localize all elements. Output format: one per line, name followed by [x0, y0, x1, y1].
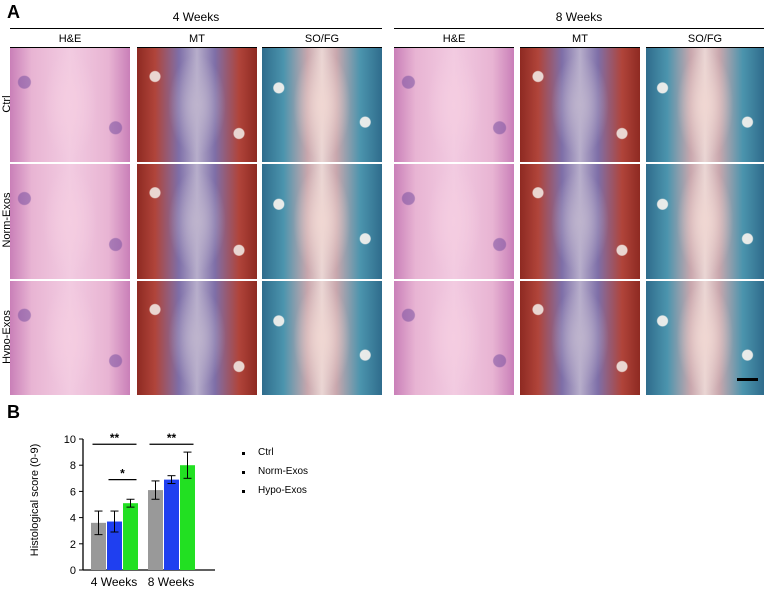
stain-header-line — [646, 47, 764, 48]
histology-image-he-r1-c0 — [10, 164, 130, 279]
bar-2-1 — [180, 465, 195, 570]
histology-image-he-r0-c3 — [394, 48, 514, 162]
stain-header-4w-mt: MT — [189, 33, 205, 45]
stain-header-8w-he: H&E — [442, 33, 466, 45]
stain-header-line — [394, 47, 514, 48]
histology-image-he-r2-c0 — [10, 281, 130, 395]
legend-item-1: Norm-Exos — [258, 466, 309, 477]
panel-b-letter: B — [7, 402, 20, 422]
histology-image-so-r0-c2 — [262, 48, 382, 162]
y-tick-label: 4 — [70, 513, 76, 525]
histology-image-he-r2-c3 — [394, 281, 514, 395]
stain-header-8w-so: SO/FG — [687, 33, 723, 45]
scale-bar — [737, 378, 758, 381]
histological-score-chart: Histological score (0-9) 0 2 4 6 8 10 4 Weeks 8… — [29, 431, 215, 589]
histology-image-so-r1-c5 — [646, 164, 764, 279]
histology-image-mt-r1-c4 — [520, 164, 640, 279]
stain-header-4w-so: SO/FG — [304, 33, 340, 45]
bar-0-1 — [148, 490, 163, 570]
y-tick-label: 6 — [70, 486, 76, 498]
histology-image-mt-r2-c4 — [520, 281, 640, 395]
x-tick-label-1: 8 Weeks — [148, 575, 194, 589]
histology-image-so-r0-c5 — [646, 48, 764, 162]
histology-image-so-r2-c2 — [262, 281, 382, 395]
legend-marker — [242, 471, 245, 474]
bar-1-0 — [107, 521, 122, 570]
histology-image-mt-r2-c1 — [137, 281, 257, 395]
stain-header-8w-mt: MT — [572, 33, 588, 45]
significance-label: * — [120, 467, 125, 481]
histology-image-he-r1-c3 — [394, 164, 514, 279]
legend-marker — [242, 490, 245, 493]
y-tick-label: 8 — [70, 460, 76, 472]
stain-header-4w-he: H&E — [58, 33, 82, 45]
legend-item-0: Ctrl — [258, 447, 274, 458]
y-tick-label: 0 — [70, 565, 76, 577]
y-tick-label: 10 — [64, 434, 76, 446]
panel-a-letter: A — [7, 2, 20, 22]
week-line-4 — [10, 28, 382, 29]
week-header-8: 8 Weeks — [555, 10, 603, 24]
significance-label: ** — [167, 431, 177, 445]
histology-image-mt-r1-c1 — [137, 164, 257, 279]
histology-image-mt-r0-c1 — [137, 48, 257, 162]
x-tick-label-0: 4 Weeks — [91, 575, 137, 589]
y-axis-label: Histological score (0-9) — [29, 444, 41, 556]
significance-label: ** — [110, 431, 120, 445]
stain-header-line — [520, 47, 640, 48]
legend-item-2: Hypo-Exos — [258, 485, 307, 496]
stain-header-line — [137, 47, 257, 48]
histology-image-so-r1-c2 — [262, 164, 382, 279]
stain-header-line — [10, 47, 130, 48]
histology-image-he-r0-c0 — [10, 48, 130, 162]
stain-header-line — [262, 47, 382, 48]
histology-image-so-r2-c5 — [646, 281, 764, 395]
y-tick-label: 2 — [70, 539, 76, 551]
bar-2-0 — [123, 503, 138, 570]
bar-1-1 — [164, 479, 179, 570]
histology-image-mt-r0-c4 — [520, 48, 640, 162]
week-line-8 — [394, 28, 764, 29]
week-header-4: 4 Weeks — [172, 10, 220, 24]
legend-marker — [242, 452, 245, 455]
